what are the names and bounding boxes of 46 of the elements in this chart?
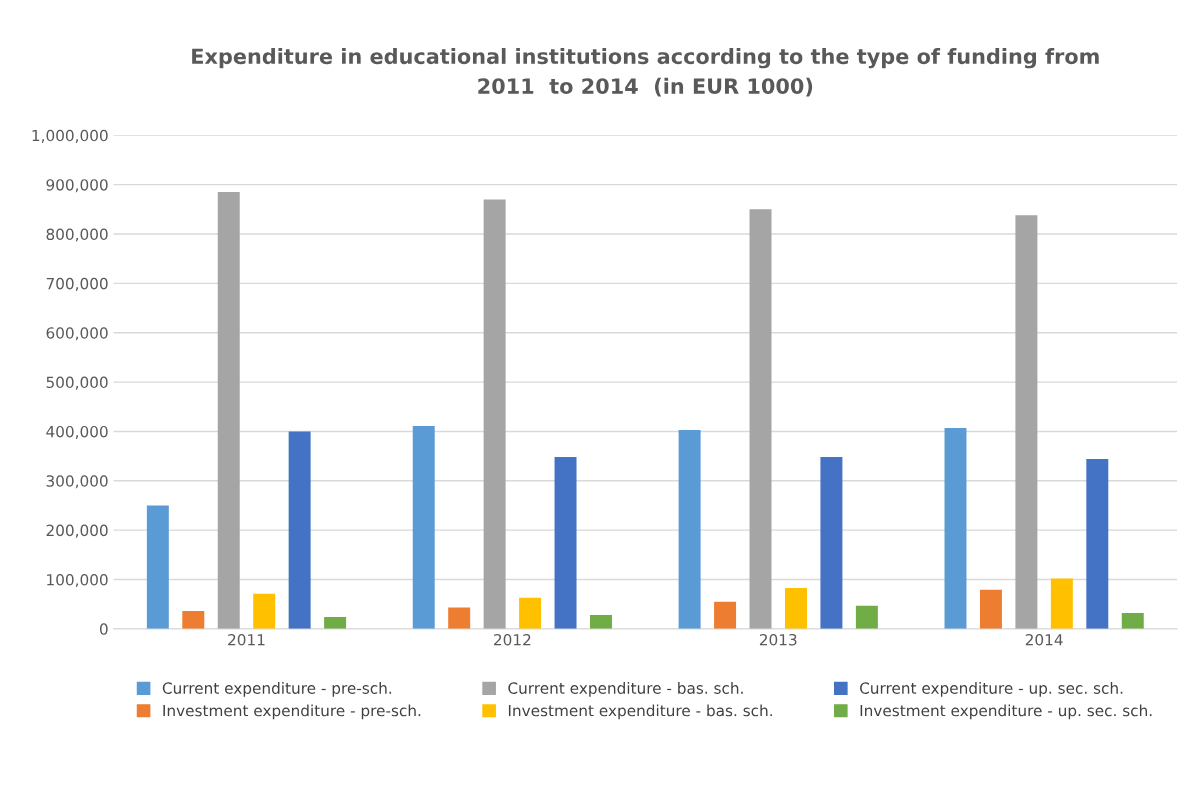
legend-label: Investment expenditure - bas. sch. <box>508 704 772 720</box>
x-tick-label: 2013 <box>759 633 797 646</box>
bar <box>784 587 807 629</box>
y-tick-label: 300,000 <box>46 475 108 489</box>
bar <box>519 597 542 629</box>
bar <box>412 426 435 629</box>
y-tick-label: 700,000 <box>46 277 108 291</box>
y-tick-label: 600,000 <box>46 327 108 341</box>
legend-label: Current expenditure - bas. sch. <box>508 682 743 697</box>
bar <box>448 607 471 629</box>
bar <box>554 457 577 629</box>
bar <box>855 605 878 629</box>
legend-label: Current expenditure - pre-sch. <box>162 682 392 697</box>
y-tick-label: 400,000 <box>46 425 108 440</box>
bar <box>1050 578 1073 629</box>
y-tick-label: 900,000 <box>46 179 108 193</box>
bar <box>749 209 772 629</box>
bar <box>324 617 347 629</box>
x-tick-label: 2011 <box>228 633 265 646</box>
y-tick-label: 100,000 <box>47 573 108 588</box>
bar <box>1121 613 1144 629</box>
bar <box>979 589 1002 629</box>
bar <box>217 192 240 629</box>
bar <box>288 431 311 629</box>
bar <box>146 505 169 629</box>
y-tick-label: 0 <box>99 623 108 635</box>
bar <box>820 457 843 629</box>
bar <box>944 427 967 629</box>
x-tick-label: 2014 <box>1025 633 1063 646</box>
bar <box>1015 215 1038 629</box>
bar <box>253 593 276 629</box>
x-tick-label: 2012 <box>494 633 531 646</box>
y-tick-label: 800,000 <box>46 228 108 242</box>
legend-label: Investment expenditure - up. sec. sch. <box>860 704 1152 720</box>
legend-label: Investment expenditure - pre-sch. <box>163 704 421 720</box>
bar <box>678 429 701 629</box>
legend-label: Current expenditure - up. sec. sch. <box>860 682 1123 697</box>
bar <box>714 601 737 629</box>
bar <box>483 199 506 629</box>
bar <box>1086 459 1109 629</box>
bar <box>182 611 205 629</box>
y-tick-label: 200,000 <box>46 524 108 538</box>
bar <box>590 615 612 629</box>
y-tick-label: 1,000,000 <box>32 129 108 143</box>
y-tick-label: 500,000 <box>46 376 108 390</box>
chart-title: Expenditure in educational institutions according to the type of funding from 2011 to 2014 (in EUR 1000) <box>192 48 1099 97</box>
